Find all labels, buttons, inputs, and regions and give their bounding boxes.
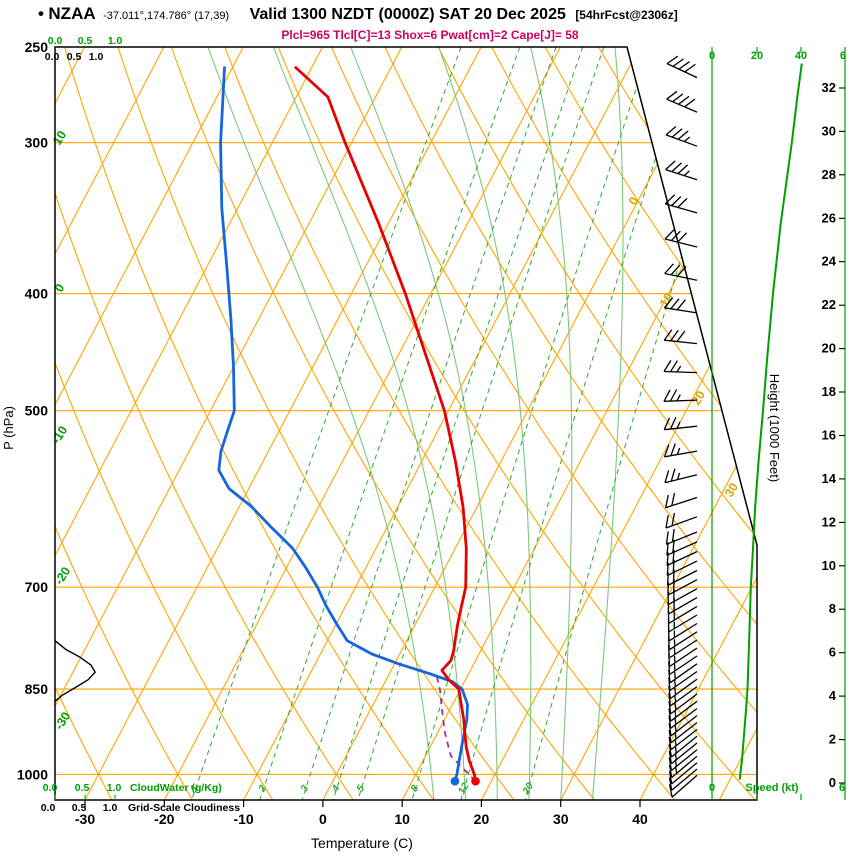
grid — [55, 47, 757, 800]
station-coords: -37.011°,174.786° (17,39) — [103, 10, 230, 22]
svg-text:5: 5 — [355, 783, 368, 794]
svg-text:24: 24 — [822, 254, 837, 269]
svg-text:Speed (kt): Speed (kt) — [745, 782, 799, 794]
svg-text:-30: -30 — [75, 811, 95, 827]
forecast-offset: [54hrFcst@2306z] — [575, 8, 678, 22]
surface-dewpoint-dot — [450, 776, 460, 786]
station-id: NZAA — [48, 4, 96, 23]
svg-text:0: 0 — [709, 50, 715, 62]
svg-text:1.0: 1.0 — [103, 802, 118, 814]
wind-barbs — [663, 55, 698, 798]
svg-text:6: 6 — [829, 645, 836, 660]
speed-axis: 0 20 40 60 Speed (kt) 6 — [709, 47, 846, 800]
svg-text:1.0: 1.0 — [108, 35, 123, 47]
svg-text:40: 40 — [632, 811, 648, 827]
svg-text:22: 22 — [822, 297, 836, 312]
svg-text:0.5: 0.5 — [75, 782, 90, 794]
svg-text:CloudWater (g/Kg): CloudWater (g/Kg) — [130, 782, 222, 794]
svg-text:1.0: 1.0 — [107, 782, 122, 794]
svg-text:30: 30 — [822, 123, 836, 138]
svg-text:700: 700 — [25, 579, 49, 595]
svg-text:8: 8 — [829, 601, 836, 616]
svg-text:14: 14 — [822, 471, 837, 486]
svg-text:-20: -20 — [154, 811, 174, 827]
svg-text:10: 10 — [822, 558, 836, 573]
valid-time: Valid 1300 NZDT (0000Z) SAT 20 Dec 2025 — [249, 6, 566, 23]
svg-text:0: 0 — [626, 194, 642, 207]
svg-text:28: 28 — [822, 167, 836, 182]
surface-temp-dot — [471, 776, 480, 786]
svg-text:1000: 1000 — [17, 766, 48, 782]
svg-text:26: 26 — [822, 210, 836, 225]
svg-text:0.0: 0.0 — [48, 35, 63, 47]
svg-text:20: 20 — [751, 50, 763, 62]
svg-text:20: 20 — [520, 781, 536, 797]
svg-text:Temperature (C): Temperature (C) — [311, 835, 413, 851]
svg-text:20: 20 — [822, 341, 836, 356]
svg-text:Height (1000 Feet): Height (1000 Feet) — [767, 374, 782, 482]
cloud-scales: 0.0 0.0 0.0 0.0 0.5 0.5 0.5 0.5 1.0 1.0 1.0 1.0 Clou… — [41, 35, 240, 814]
svg-text:10: 10 — [50, 128, 69, 147]
wind-speed-trace — [738, 63, 803, 780]
svg-text:40: 40 — [795, 50, 807, 62]
svg-text:0: 0 — [709, 782, 715, 794]
svg-text:2: 2 — [256, 783, 269, 795]
svg-text:8: 8 — [409, 783, 422, 794]
svg-text:0.5: 0.5 — [67, 51, 82, 63]
svg-text:10: 10 — [657, 290, 676, 309]
svg-text:1: 1 — [189, 783, 202, 794]
svg-text:P (hPa): P (hPa) — [1, 406, 16, 450]
svg-text:500: 500 — [25, 403, 49, 419]
svg-text:0.0: 0.0 — [43, 782, 58, 794]
svg-text:18: 18 — [822, 384, 836, 399]
svg-text:300: 300 — [25, 135, 49, 151]
svg-text:30: 30 — [722, 480, 741, 499]
svg-text:6: 6 — [839, 782, 845, 794]
svg-text:6: 6 — [840, 50, 846, 62]
svg-text:-10: -10 — [233, 811, 253, 827]
chart-header: • NZAA -37.011°,174.786° (17,39) Valid 1… — [38, 4, 678, 24]
svg-text:0.5: 0.5 — [78, 35, 93, 47]
svg-text:10: 10 — [394, 811, 410, 827]
svg-text:0.0: 0.0 — [45, 51, 60, 63]
dewpoint-trace — [217, 66, 469, 783]
svg-text:0.5: 0.5 — [72, 802, 87, 814]
svg-text:400: 400 — [25, 286, 49, 302]
parcel-trace — [436, 676, 477, 782]
station-bullet: • — [38, 4, 44, 23]
svg-text:0: 0 — [829, 775, 836, 790]
svg-text:0.0: 0.0 — [41, 802, 56, 814]
svg-text:850: 850 — [25, 681, 49, 697]
svg-text:1.0: 1.0 — [89, 51, 104, 63]
pressure-axis: 250 300 400 500 700 850 1000 P (hPa) — [1, 39, 48, 782]
svg-text:Grid-Scale Cloudiness: Grid-Scale Cloudiness — [128, 802, 240, 814]
svg-text:20: 20 — [689, 388, 708, 407]
svg-text:-10: -10 — [49, 423, 70, 446]
svg-text:12: 12 — [822, 514, 836, 529]
svg-text:20: 20 — [474, 811, 490, 827]
sounding-parameters: Plcl=965 Tlcl[C]=13 Shox=6 Pwat[cm]=2 Ca… — [281, 28, 579, 42]
plot-border — [54, 46, 758, 801]
cloud-water-trace — [54, 640, 97, 702]
svg-text:0: 0 — [52, 281, 68, 294]
svg-text:0: 0 — [319, 811, 327, 827]
svg-text:32: 32 — [822, 80, 836, 95]
svg-text:16: 16 — [822, 427, 836, 442]
svg-text:30: 30 — [553, 811, 569, 827]
temperature-trace — [294, 66, 477, 783]
svg-text:3: 3 — [299, 783, 312, 794]
svg-text:4: 4 — [330, 783, 343, 795]
temperature-axis: -30 -20 -10 0 10 20 30 40 Temperature (C) — [75, 800, 648, 851]
svg-text:2: 2 — [829, 732, 836, 747]
svg-text:12: 12 — [456, 781, 471, 797]
svg-text:4: 4 — [829, 688, 837, 703]
svg-text:250: 250 — [25, 39, 49, 55]
